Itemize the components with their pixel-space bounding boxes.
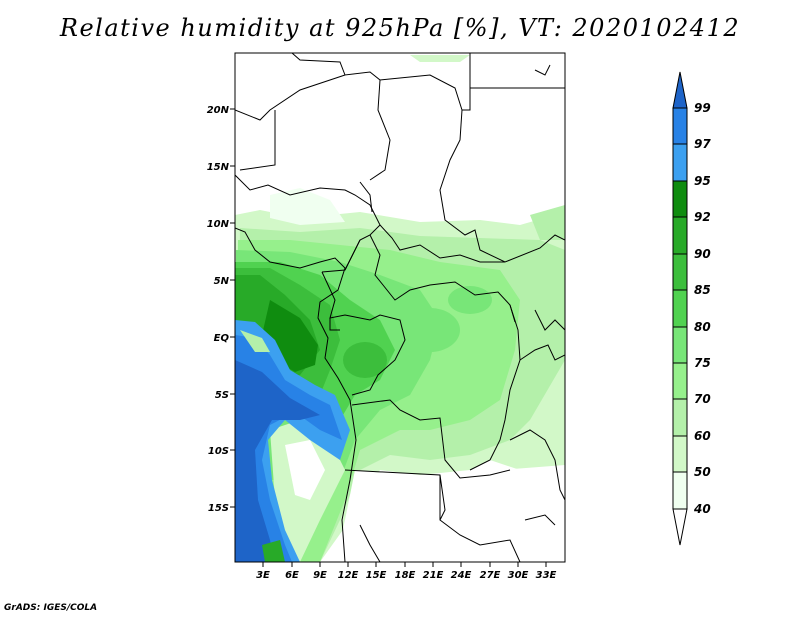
lat-axis — [230, 108, 235, 508]
colorbar-seg-40 — [672, 471, 688, 510]
colorbar-label-70: 70 — [694, 392, 711, 406]
lon-label-3e: 3E — [256, 570, 270, 581]
lat-label-5n: 5N — [214, 276, 230, 287]
colorbar-seg-97 — [672, 107, 688, 145]
colorbar-seg-75 — [672, 326, 688, 364]
colorbar-label-40: 40 — [693, 502, 711, 516]
grads-credit: GrADS: IGES/COLA — [4, 603, 98, 613]
colorbar-top-arrow — [672, 71, 688, 109]
colorbar-label-99: 99 — [694, 101, 711, 115]
lon-label-27e: 27E — [480, 570, 501, 581]
map-title: Relative humidity at 925hPa [%], VT: 202… — [59, 14, 741, 42]
lon-label-21e: 21E — [423, 570, 444, 581]
colorbar-seg-50 — [672, 435, 688, 473]
colorbar-bottom-arrow — [672, 508, 688, 546]
country-borders — [235, 53, 565, 562]
colorbar-seg-95 — [672, 143, 688, 182]
lon-label-9e: 9E — [313, 570, 327, 581]
colorbar-seg-90 — [672, 216, 688, 255]
colorbar-label-95: 95 — [694, 174, 711, 188]
lon-label-12e: 12E — [338, 570, 359, 581]
colorbar-label-90: 90 — [694, 247, 711, 261]
lon-label-33e: 33E — [536, 570, 557, 581]
lat-label-eq: EQ — [214, 333, 230, 344]
colorbar-seg-70 — [672, 362, 688, 400]
colorbar-label-50: 50 — [694, 465, 711, 479]
lat-label-20n: 20N — [207, 105, 230, 116]
colorbar-label-80: 80 — [694, 320, 711, 334]
lon-label-18e: 18E — [395, 570, 416, 581]
colorbar-label-60: 60 — [694, 429, 711, 443]
colorbar-label-85: 85 — [694, 283, 711, 297]
lon-axis — [262, 562, 547, 567]
colorbar-label-75: 75 — [694, 356, 711, 370]
humidity-field — [235, 55, 565, 562]
lat-label-5s: 5S — [215, 390, 229, 401]
lat-label-10s: 10S — [208, 446, 229, 457]
map-frame — [234, 52, 566, 563]
colorbar — [672, 71, 688, 546]
colorbar-seg-85 — [672, 253, 688, 291]
lon-label-30e: 30E — [508, 570, 529, 581]
lon-label-24e: 24E — [451, 570, 472, 581]
lat-label-15n: 15N — [207, 162, 230, 173]
colorbar-seg-80 — [672, 289, 688, 328]
colorbar-seg-60 — [672, 398, 688, 437]
colorbar-seg-92 — [672, 180, 688, 218]
lon-label-6e: 6E — [285, 570, 299, 581]
lon-label-15e: 15E — [366, 570, 387, 581]
colorbar-label-92: 92 — [694, 210, 711, 224]
colorbar-label-97: 97 — [694, 137, 711, 151]
lat-label-10n: 10N — [207, 219, 230, 230]
lat-label-15s: 15S — [208, 503, 229, 514]
